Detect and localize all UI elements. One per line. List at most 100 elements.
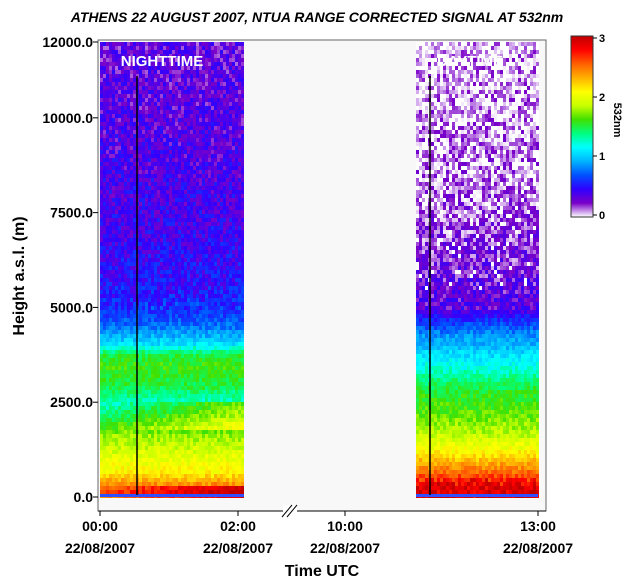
heatmap-cell (157, 186, 160, 190)
heatmap-cell (109, 486, 112, 490)
heatmap-cell (157, 138, 160, 142)
heatmap-cell (148, 450, 151, 454)
heatmap-cell (223, 370, 226, 374)
heatmap-cell (151, 138, 154, 142)
heatmap-cell (163, 410, 166, 414)
heatmap-cell (145, 114, 148, 118)
heatmap-cell (175, 294, 178, 298)
heatmap-cell (151, 102, 154, 106)
heatmap-cell (229, 342, 232, 346)
heatmap-cell (145, 70, 148, 74)
heatmap-cell (211, 390, 214, 394)
heatmap-cell (226, 266, 229, 270)
heatmap-cell (163, 202, 166, 206)
heatmap-cell (196, 226, 199, 230)
heatmap-cell (124, 142, 127, 146)
heatmap-cell (166, 278, 169, 282)
heatmap-cell (103, 434, 106, 438)
heatmap-cell (211, 442, 214, 446)
heatmap-cell (175, 102, 178, 106)
heatmap-cell (208, 66, 211, 70)
heatmap-cell (205, 334, 208, 338)
heatmap-cell (223, 462, 226, 466)
heatmap-cell (118, 462, 121, 466)
heatmap-cell (109, 174, 112, 178)
heatmap-cell (118, 466, 121, 470)
heatmap-cell (145, 106, 148, 110)
heatmap-cell (124, 122, 127, 126)
heatmap-cell (172, 130, 175, 134)
heatmap-cell (133, 138, 136, 142)
heatmap-cell (133, 422, 136, 426)
heatmap-cell (166, 102, 169, 106)
heatmap-cell (178, 66, 181, 70)
heatmap-cell (205, 122, 208, 126)
heatmap-cell (187, 326, 190, 330)
heatmap-cell (175, 262, 178, 266)
heatmap-cell (127, 338, 130, 342)
heatmap-cell (220, 342, 223, 346)
heatmap-cell (109, 138, 112, 142)
heatmap-cell (127, 398, 130, 402)
heatmap-cell (175, 322, 178, 326)
heatmap-cell (220, 250, 223, 254)
heatmap-cell (178, 46, 181, 50)
heatmap-cell (172, 214, 175, 218)
heatmap-cell (178, 238, 181, 242)
heatmap-cell (157, 454, 160, 458)
heatmap-cell (178, 366, 181, 370)
heatmap-cell (211, 278, 214, 282)
heatmap-cell (181, 190, 184, 194)
heatmap-cell (121, 266, 124, 270)
heatmap-cell (208, 170, 211, 174)
heatmap-cell (166, 142, 169, 146)
heatmap-cell (220, 430, 223, 434)
heatmap-cell (217, 370, 220, 374)
heatmap-cell (130, 110, 133, 114)
heatmap-cell (112, 490, 115, 494)
heatmap-cell (142, 462, 145, 466)
heatmap-cell (181, 462, 184, 466)
heatmap-cell (157, 146, 160, 150)
heatmap-cell (190, 478, 193, 482)
heatmap-cell (118, 114, 121, 118)
heatmap-cell (202, 154, 205, 158)
heatmap-cell (109, 306, 112, 310)
heatmap-cell (181, 122, 184, 126)
heatmap-cell (151, 202, 154, 206)
heatmap-cell (211, 310, 214, 314)
heatmap-cell (103, 482, 106, 486)
heatmap-cell (193, 358, 196, 362)
heatmap-cell (124, 346, 127, 350)
heatmap-cell (190, 174, 193, 178)
heatmap-cell (106, 158, 109, 162)
heatmap-cell (112, 362, 115, 366)
heatmap-cell (139, 334, 142, 338)
heatmap-cell (196, 350, 199, 354)
heatmap-cell (205, 190, 208, 194)
heatmap-cell (193, 182, 196, 186)
heatmap-cell (127, 134, 130, 138)
heatmap-cell (148, 462, 151, 466)
heatmap-cell (133, 202, 136, 206)
heatmap-cell (223, 242, 226, 246)
heatmap-cell (118, 50, 121, 54)
heatmap-cell (106, 178, 109, 182)
heatmap-cell (163, 338, 166, 342)
heatmap-cell (193, 82, 196, 86)
heatmap-cell (163, 470, 166, 474)
heatmap-cell (184, 82, 187, 86)
heatmap-cell (103, 394, 106, 398)
heatmap-cell (181, 458, 184, 462)
heatmap-cell (223, 142, 226, 146)
heatmap-cell (127, 370, 130, 374)
heatmap-cell (151, 418, 154, 422)
heatmap-cell (112, 390, 115, 394)
heatmap-cell (109, 102, 112, 106)
heatmap-cell (223, 430, 226, 434)
heatmap-cell (196, 98, 199, 102)
heatmap-cell (193, 242, 196, 246)
heatmap-cell (166, 438, 169, 442)
heatmap-cell (157, 474, 160, 478)
heatmap-cell (196, 238, 199, 242)
